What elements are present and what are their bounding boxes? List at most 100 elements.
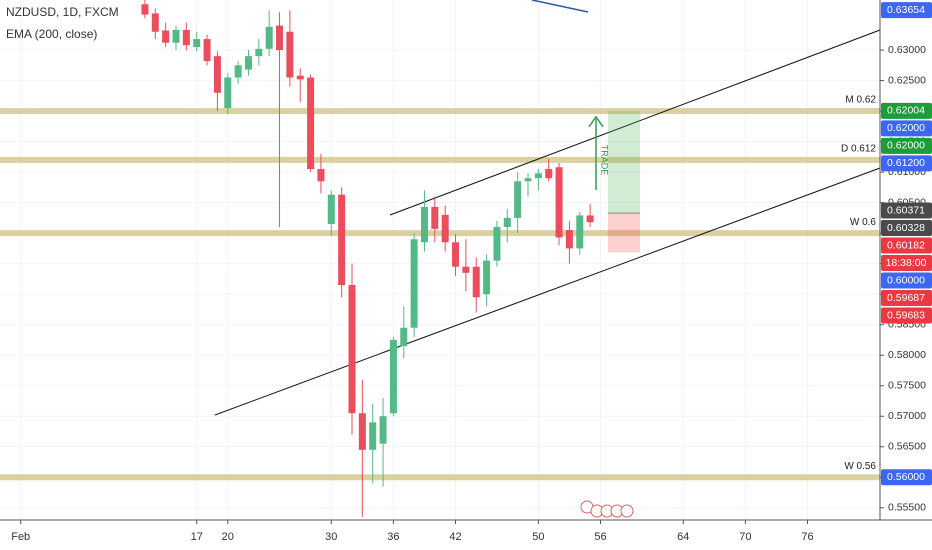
candle-body: [462, 266, 470, 273]
candle-body: [545, 169, 553, 179]
price-badge: [881, 155, 932, 172]
level-label: W 0.6: [850, 217, 877, 228]
x-tick-label: 20: [222, 531, 234, 543]
y-tick-label: 0.56500: [888, 441, 926, 453]
x-tick-label: 56: [594, 531, 606, 543]
candle-body: [400, 327, 408, 347]
candle-body: [369, 422, 377, 450]
level-band: [0, 156, 880, 163]
candle-body: [555, 167, 563, 238]
price-badge-label: 0.62000: [887, 122, 925, 134]
candle-body: [503, 217, 511, 228]
price-badge-label: 0.62004: [887, 105, 925, 117]
price-badge-label: 0.60000: [887, 274, 925, 286]
y-tick-label: 0.58000: [888, 349, 926, 361]
candle-body: [265, 26, 273, 49]
candle-body: [203, 39, 211, 62]
event-icons: [580, 500, 634, 518]
candle-body: [389, 339, 397, 414]
x-tick-label: 30: [325, 531, 337, 543]
price-badge: [881, 237, 932, 254]
price-badge: [881, 202, 932, 219]
candle-body: [172, 29, 180, 43]
level-label: W 0.56: [844, 461, 876, 472]
y-tick-label: 0.55500: [888, 502, 926, 514]
target-zone: [608, 110, 640, 214]
price-badge: [881, 220, 932, 237]
level-band: [0, 108, 880, 115]
y-tick-label: 0.62500: [888, 74, 926, 86]
candle-body: [338, 194, 346, 286]
y-tick-label: 0.57500: [888, 380, 926, 392]
trade-label: TRADE: [600, 145, 610, 176]
x-tick-label: 64: [677, 531, 689, 543]
x-tick-label: 17: [191, 531, 203, 543]
candle-body: [524, 178, 532, 182]
candle-body: [276, 25, 284, 51]
channel-lower: [214, 167, 881, 416]
candle-body: [431, 206, 439, 229]
candle-body: [182, 29, 190, 46]
candle-body: [420, 206, 428, 243]
price-badge-label: 0.59687: [887, 292, 925, 304]
levels: M 0.62 D 0.612 W 0.6 W 0.56: [0, 95, 880, 481]
price-badge-label: 0.59683: [887, 309, 925, 321]
y-tick-label: 0.63000: [888, 44, 926, 56]
price-badge-label: 0.56000: [887, 471, 925, 483]
candle-body: [151, 13, 159, 32]
candle-body: [358, 413, 366, 450]
price-badge: [881, 290, 932, 307]
candle-body: [286, 31, 294, 78]
candle-body: [141, 4, 149, 15]
candle-body: [379, 416, 387, 444]
candle-body: [193, 39, 201, 47]
price-badge: [881, 255, 932, 272]
candles: [141, 0, 594, 517]
candle-body: [493, 227, 501, 261]
price-badge-label: 18:38:00: [886, 257, 927, 269]
candle-body: [441, 214, 449, 243]
candle-body: [472, 266, 480, 298]
x-tick-label: 76: [801, 531, 813, 543]
candle-body: [244, 56, 252, 70]
candle-body: [213, 56, 221, 93]
candle-body: [234, 65, 242, 78]
price-badge-label: 0.63654: [887, 4, 925, 16]
price-badge: [881, 307, 932, 324]
candle-body: [514, 181, 522, 218]
price-badge: [881, 469, 932, 486]
candle-body: [327, 194, 335, 224]
position: TRADE: [588, 110, 640, 253]
stop-zone: [608, 213, 640, 253]
trade-arrow-head: [588, 115, 604, 128]
price-badge: [881, 272, 932, 289]
candle-body: [255, 48, 263, 57]
price-badge: [881, 2, 932, 19]
candle-body: [586, 215, 594, 223]
x-tick-label: 42: [449, 531, 461, 543]
level-band: [0, 230, 880, 237]
level-label: M 0.62: [845, 95, 876, 106]
price-badge-label: 0.61200: [887, 157, 925, 169]
y-tick-label: 0.57000: [888, 410, 926, 422]
ema-line: [531, 0, 589, 13]
level-band: [0, 474, 880, 481]
x-tick-label: Feb: [11, 531, 30, 543]
x-tick-label: 50: [532, 531, 544, 543]
candle-body: [348, 285, 356, 414]
price-badge-label: 0.60371: [887, 204, 925, 216]
candle-body: [452, 242, 460, 267]
candle-body: [576, 215, 584, 249]
price-badge: [881, 137, 932, 154]
candle-body: [317, 169, 325, 182]
x-tick-label: 36: [387, 531, 399, 543]
candle-body: [162, 30, 170, 43]
candle-body: [534, 173, 542, 179]
channel-upper: [389, 29, 881, 216]
price-badge: [881, 120, 932, 137]
axis: 0.55500 0.56000 0.56500 0.57000 0.57500 0.580…: [11, 2, 932, 543]
candle-body: [296, 75, 304, 80]
candle-body: [483, 260, 491, 295]
candle-body: [565, 230, 573, 249]
